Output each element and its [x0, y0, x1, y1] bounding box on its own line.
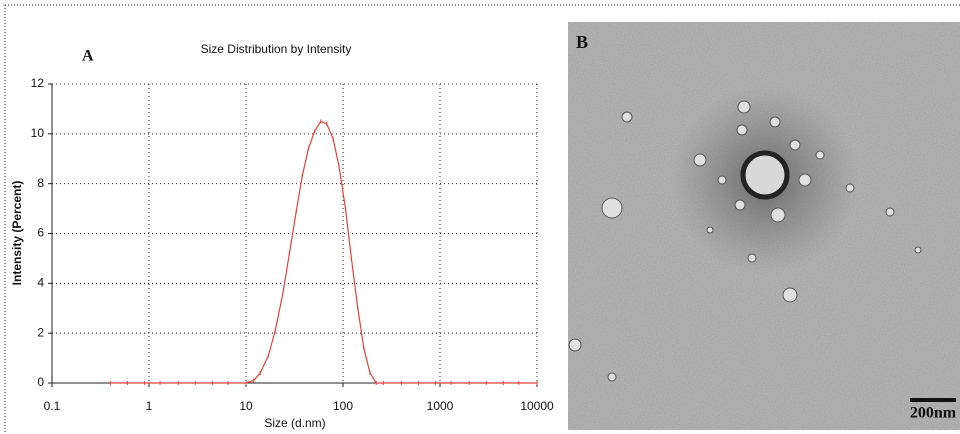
- panel-label: A: [82, 48, 94, 65]
- y-tick-label: 10: [31, 126, 45, 140]
- x-axis-label: Size (d.nm): [264, 416, 325, 430]
- x-tick-label: 100: [333, 399, 353, 413]
- x-tick-label: 10: [239, 399, 253, 413]
- y-tick-label: 6: [37, 226, 44, 240]
- series-line: [110, 120, 537, 384]
- y-tick-label: 4: [37, 276, 44, 290]
- x-tick-label: 1000: [427, 399, 454, 413]
- x-tick-label: 0.1: [44, 399, 61, 413]
- scale-bar-label: 200nm: [910, 405, 957, 422]
- chart-title: Size Distribution by Intensity: [201, 42, 352, 56]
- y-tick-label: 2: [37, 325, 44, 339]
- x-tick-label: 1: [146, 399, 153, 413]
- y-axis-label: Intensity (Percent): [10, 181, 24, 286]
- particles: [568, 100, 922, 382]
- scale-bar: [910, 398, 956, 402]
- particle: [740, 150, 790, 200]
- x-tick-label: 10000: [520, 399, 554, 413]
- y-tick-label: 8: [37, 176, 44, 190]
- plot: 0 2 4 6 8 10 12 0.1 1 10 100 1000 10000: [31, 76, 554, 413]
- y-tick-label: 12: [31, 76, 45, 90]
- panel-label: B: [576, 32, 588, 52]
- y-tick-label: 0: [37, 375, 44, 389]
- micrograph: B 200nm: [568, 22, 960, 430]
